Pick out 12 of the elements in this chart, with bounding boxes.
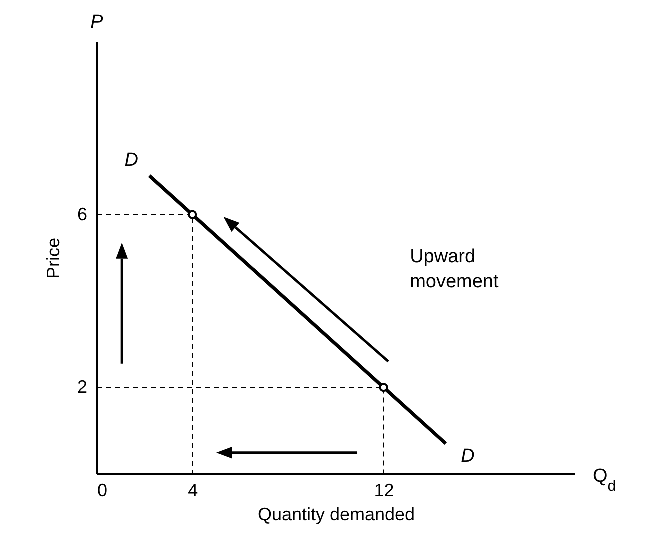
text: D bbox=[461, 446, 475, 467]
y-axis-title: Price bbox=[43, 238, 64, 280]
y-tick-label: 6 bbox=[77, 204, 88, 224]
annotation: Upward movement bbox=[410, 246, 500, 292]
x-tick-label: 12 bbox=[374, 480, 394, 500]
y-tick-label: 2 bbox=[77, 377, 88, 398]
series-label: D bbox=[124, 150, 139, 171]
text: P bbox=[90, 12, 104, 33]
x-axis-title: Quantity demanded bbox=[258, 504, 416, 524]
x-tick-label: 0 bbox=[98, 480, 108, 500]
text: Q$_{d}$ bbox=[593, 466, 616, 494]
x-tick-label: 4 bbox=[188, 480, 198, 500]
